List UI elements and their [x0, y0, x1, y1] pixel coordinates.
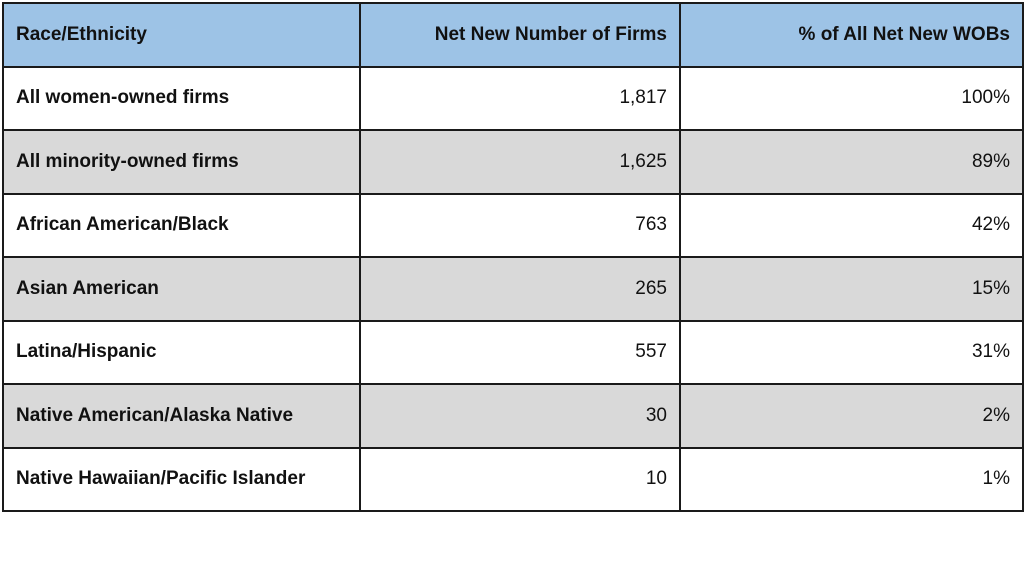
cell: 1%: [679, 446, 1024, 512]
row-label: Latina/Hispanic: [2, 319, 361, 385]
table-row: Native Hawaiian/Pacific Islander 10 1%: [2, 446, 1024, 512]
cell: 100%: [679, 65, 1024, 131]
cell: 557: [359, 319, 681, 385]
row-label: Native American/Alaska Native: [2, 383, 361, 449]
table-row: Native American/Alaska Native 30 2%: [2, 383, 1024, 449]
data-table: Race/Ethnicity Net New Number of Firms% o…: [2, 2, 1024, 512]
row-label: All minority-owned firms: [2, 129, 361, 195]
table-row: African American/Black 763 42%: [2, 192, 1024, 258]
row-label: Asian American: [2, 256, 361, 322]
header-row: Race/Ethnicity Net New Number of Firms% o…: [2, 2, 1024, 68]
table-row: All women-owned firms 1,817 100%: [2, 65, 1024, 131]
header-cell: % of All Net New WOBs: [679, 2, 1024, 68]
cell: 1,817: [359, 65, 681, 131]
table-row: Latina/Hispanic 557 31%: [2, 319, 1024, 385]
cell: 265: [359, 256, 681, 322]
cell: 89%: [679, 129, 1024, 195]
row-label: Native Hawaiian/Pacific Islander: [2, 446, 361, 512]
cell: 763: [359, 192, 681, 258]
row-label: All women-owned firms: [2, 65, 361, 131]
header-cell: Race/Ethnicity: [2, 2, 361, 68]
row-label: African American/Black: [2, 192, 361, 258]
cell: 30: [359, 383, 681, 449]
cell: 31%: [679, 319, 1024, 385]
cell: 15%: [679, 256, 1024, 322]
header-cell: Net New Number of Firms: [359, 2, 681, 68]
cell: 10: [359, 446, 681, 512]
cell: 42%: [679, 192, 1024, 258]
cell: 1,625: [359, 129, 681, 195]
table-row: Asian American 265 15%: [2, 256, 1024, 322]
cell: 2%: [679, 383, 1024, 449]
table-body: All women-owned firms 1,817 100% All minori…: [2, 65, 1024, 512]
table-row: All minority-owned firms 1,625 89%: [2, 129, 1024, 195]
table-head: Race/Ethnicity Net New Number of Firms% o…: [2, 2, 1024, 68]
